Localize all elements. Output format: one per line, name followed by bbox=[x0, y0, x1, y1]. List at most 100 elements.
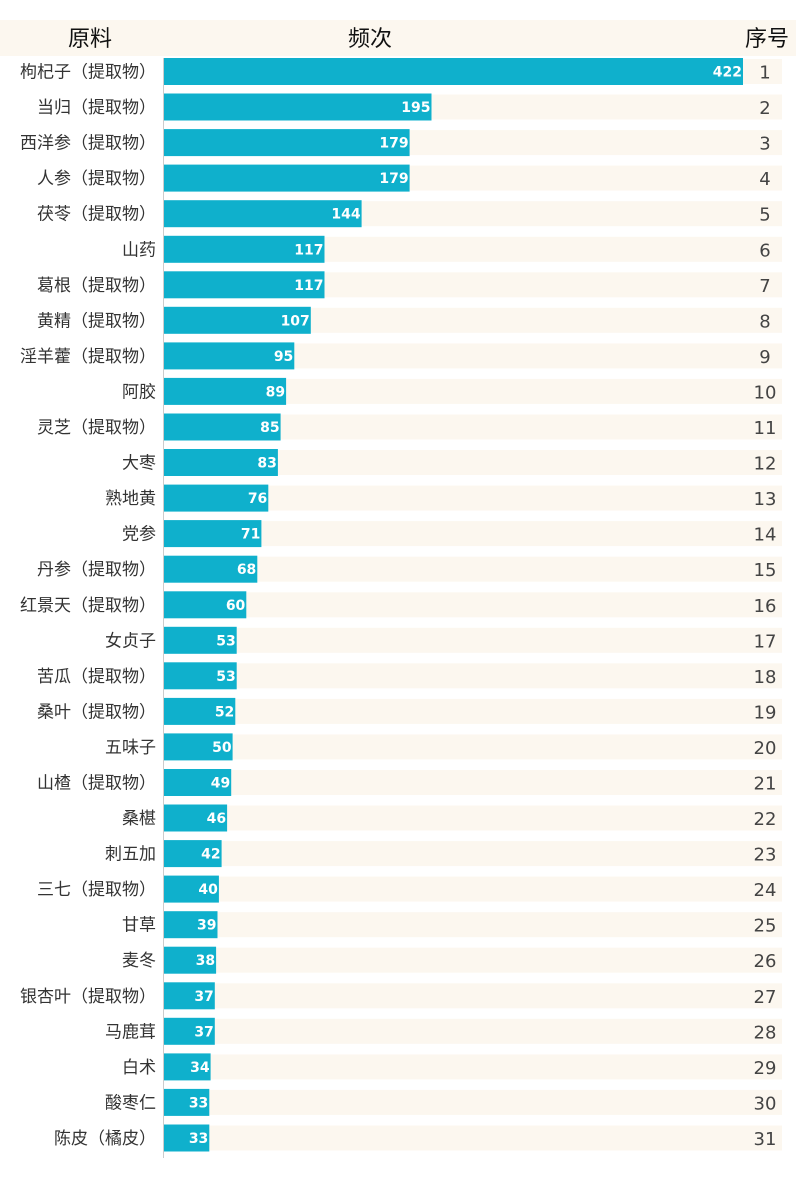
bar bbox=[164, 129, 410, 157]
rank-label: 29 bbox=[754, 1058, 777, 1079]
data-label: 53 bbox=[216, 633, 235, 649]
data-label: 95 bbox=[274, 349, 293, 365]
category-label: 刺五加 bbox=[105, 845, 156, 865]
rank-label: 7 bbox=[759, 276, 770, 297]
data-label: 76 bbox=[248, 491, 267, 507]
data-label: 37 bbox=[194, 989, 213, 1005]
bar bbox=[164, 769, 232, 796]
category-label: 淫羊藿（提取物） bbox=[20, 347, 156, 367]
category-label: 白术 bbox=[122, 1058, 156, 1078]
bar-track bbox=[164, 627, 782, 653]
data-label: 71 bbox=[241, 527, 260, 543]
rank-label: 31 bbox=[754, 1129, 777, 1150]
bar bbox=[164, 449, 278, 476]
bar-track bbox=[164, 734, 782, 760]
header-category: 原料 bbox=[68, 27, 112, 52]
category-label: 麦冬 bbox=[122, 951, 156, 971]
bar bbox=[164, 342, 295, 370]
bar bbox=[164, 520, 262, 548]
category-label: 山楂（提取物） bbox=[37, 774, 156, 794]
category-label: 山药 bbox=[122, 240, 156, 260]
category-label: 女贞子 bbox=[105, 631, 156, 651]
bar-track bbox=[164, 912, 782, 938]
rank-label: 23 bbox=[754, 845, 777, 866]
data-label: 37 bbox=[194, 1024, 213, 1040]
bar bbox=[164, 733, 233, 761]
bar bbox=[164, 1088, 210, 1116]
category-label: 丹参（提取物） bbox=[37, 560, 156, 580]
bar bbox=[164, 164, 410, 192]
rank-label: 11 bbox=[754, 418, 777, 439]
data-label: 179 bbox=[379, 136, 408, 152]
data-label: 68 bbox=[237, 562, 256, 578]
rank-label: 14 bbox=[754, 525, 777, 546]
bar bbox=[164, 58, 743, 85]
rank-label: 17 bbox=[754, 631, 777, 652]
category-label: 桑叶（提取物） bbox=[37, 702, 156, 722]
category-label: 五味子 bbox=[105, 738, 156, 758]
category-label: 葛根（提取物） bbox=[37, 276, 156, 296]
bar-track bbox=[164, 1018, 782, 1044]
bar bbox=[164, 413, 281, 441]
category-label: 银杏叶（提取物） bbox=[20, 987, 156, 1007]
data-label: 89 bbox=[266, 384, 285, 400]
data-label: 39 bbox=[197, 918, 216, 934]
data-label: 38 bbox=[196, 953, 215, 969]
bar-track bbox=[164, 556, 782, 582]
bar bbox=[164, 946, 217, 974]
data-label: 34 bbox=[190, 1060, 210, 1076]
category-label: 苦瓜（提取物） bbox=[37, 667, 156, 687]
rank-label: 27 bbox=[754, 987, 777, 1008]
category-label: 当归（提取物） bbox=[37, 98, 156, 118]
bar bbox=[164, 200, 362, 228]
data-label: 117 bbox=[294, 242, 323, 258]
data-label: 52 bbox=[215, 704, 234, 720]
bar bbox=[164, 626, 237, 654]
category-label: 黄精（提取物） bbox=[37, 311, 156, 331]
rank-label: 8 bbox=[759, 311, 770, 332]
data-label: 83 bbox=[257, 456, 276, 472]
rank-label: 1 bbox=[759, 63, 770, 84]
data-label: 60 bbox=[226, 598, 246, 614]
data-label: 40 bbox=[198, 882, 218, 898]
bar bbox=[164, 697, 236, 725]
category-label: 阿胶 bbox=[122, 382, 156, 402]
rank-label: 2 bbox=[759, 98, 770, 119]
bar bbox=[164, 1053, 211, 1081]
bar-track bbox=[164, 521, 782, 547]
header-band bbox=[0, 20, 796, 56]
bar bbox=[164, 271, 325, 299]
rank-label: 20 bbox=[754, 738, 777, 759]
bar bbox=[164, 591, 247, 619]
category-label: 大枣 bbox=[122, 454, 156, 474]
bar-track bbox=[164, 1054, 782, 1080]
bar bbox=[164, 982, 215, 1010]
category-label: 甘草 bbox=[122, 916, 156, 936]
category-label: 人参（提取物） bbox=[37, 169, 156, 189]
category-label: 茯苓（提取物） bbox=[37, 205, 156, 225]
rank-label: 21 bbox=[754, 774, 777, 795]
category-label: 红景天（提取物） bbox=[20, 596, 156, 616]
rank-label: 15 bbox=[754, 560, 777, 581]
rank-label: 28 bbox=[754, 1022, 777, 1043]
category-label: 灵芝（提取物） bbox=[37, 418, 156, 438]
rank-label: 19 bbox=[754, 702, 777, 723]
rank-label: 30 bbox=[754, 1093, 777, 1114]
header-rank: 序号 bbox=[745, 27, 789, 52]
rank-label: 6 bbox=[759, 240, 770, 261]
data-label: 33 bbox=[189, 1131, 208, 1147]
bar-track bbox=[164, 592, 782, 618]
bar-track bbox=[164, 770, 782, 795]
bar bbox=[164, 484, 269, 512]
category-label: 酸枣仁 bbox=[105, 1093, 156, 1113]
bar bbox=[164, 306, 311, 334]
rank-label: 22 bbox=[754, 809, 777, 830]
category-label: 熟地黄 bbox=[105, 488, 156, 509]
data-label: 195 bbox=[401, 100, 430, 116]
bar bbox=[164, 1017, 215, 1045]
category-label: 枸杞子（提取物） bbox=[20, 63, 156, 83]
bar bbox=[164, 875, 219, 903]
bar-track bbox=[164, 947, 782, 973]
rank-label: 18 bbox=[754, 667, 777, 688]
